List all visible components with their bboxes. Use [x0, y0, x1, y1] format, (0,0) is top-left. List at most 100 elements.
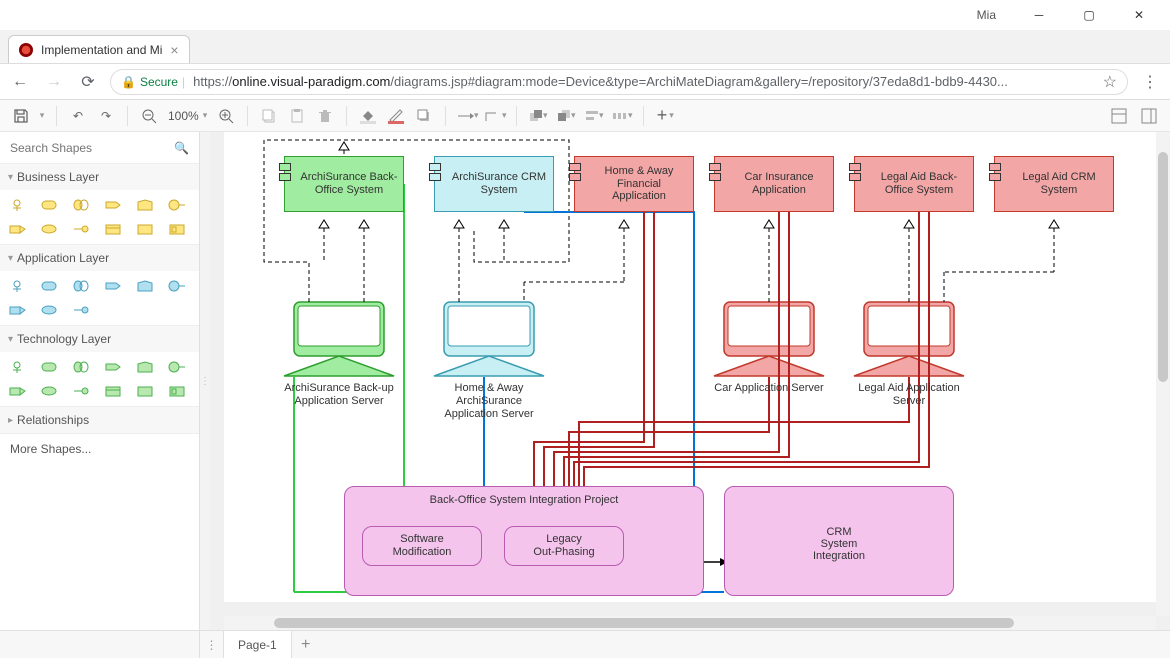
palette-shape[interactable] [104, 222, 122, 236]
page-tab-active[interactable]: Page-1 [224, 631, 292, 658]
undo-button[interactable]: ↶ [65, 103, 91, 129]
palette-shape[interactable] [40, 303, 58, 317]
palette-shape[interactable] [8, 198, 26, 212]
palette-shape[interactable] [168, 198, 186, 212]
redo-button[interactable]: ↷ [93, 103, 119, 129]
palette-shape[interactable] [40, 360, 58, 374]
chevron-down-icon: ▾ [8, 172, 13, 183]
diagram-canvas[interactable]: ArchiSurance Back-Office System ArchiSura… [224, 132, 1170, 602]
nav-reload-button[interactable]: ⟳ [76, 70, 100, 94]
add-page-button[interactable]: + [292, 631, 320, 658]
section-header-technology[interactable]: ▾Technology Layer [0, 326, 199, 352]
delete-button[interactable] [312, 103, 338, 129]
browser-menu-icon[interactable]: ⋮ [1138, 72, 1162, 92]
palette-shape[interactable] [72, 360, 90, 374]
component-archisurance_crm[interactable]: ArchiSurance CRM System [434, 156, 554, 212]
outline-panel-button[interactable] [1136, 103, 1162, 129]
shapes-search[interactable]: 🔍 [0, 132, 199, 164]
save-button[interactable] [8, 103, 34, 129]
palette-shape[interactable] [168, 360, 186, 374]
canvas-container: ArchiSurance Back-Office System ArchiSura… [210, 132, 1170, 630]
zoom-out-button[interactable] [136, 103, 162, 129]
zoom-in-button[interactable] [213, 103, 239, 129]
palette-shape[interactable] [8, 222, 26, 236]
palette-shape[interactable] [168, 222, 186, 236]
palette-shape[interactable] [40, 198, 58, 212]
palette-shape[interactable] [104, 384, 122, 398]
palette-shape[interactable] [8, 303, 26, 317]
line-color-button[interactable] [383, 103, 409, 129]
tab-close-icon[interactable]: × [170, 42, 178, 58]
shapes-search-input[interactable] [10, 141, 168, 155]
palette-shape[interactable] [136, 360, 154, 374]
window-maximize-button[interactable]: ▢ [1066, 0, 1112, 30]
save-dropdown-icon[interactable]: ▾ [36, 103, 48, 129]
paste-button[interactable] [284, 103, 310, 129]
palette-shape[interactable] [72, 303, 90, 317]
palette-shape[interactable] [136, 222, 154, 236]
nav-forward-button[interactable]: → [42, 70, 66, 94]
palette-shape[interactable] [168, 384, 186, 398]
fill-color-button[interactable] [355, 103, 381, 129]
component-car_insurance[interactable]: Car Insurance Application [714, 156, 834, 212]
palette-shape[interactable] [8, 279, 26, 293]
section-header-relationships[interactable]: ▸Relationships [0, 407, 199, 433]
palette-shape[interactable] [136, 198, 154, 212]
format-panel-button[interactable] [1106, 103, 1132, 129]
window-minimize-button[interactable]: ─ [1016, 0, 1062, 30]
browser-tab-strip: Implementation and Mi × [0, 30, 1170, 64]
new-tab-button[interactable] [198, 39, 222, 63]
nav-back-button[interactable]: ← [8, 70, 32, 94]
panel-splitter[interactable]: ⋮ [200, 132, 210, 630]
section-header-business[interactable]: ▾Business Layer [0, 164, 199, 190]
favicon-icon [19, 43, 33, 57]
component-legal_aid_crm[interactable]: Legal Aid CRM System [994, 156, 1114, 212]
bookmark-star-icon[interactable]: ☆ [1103, 72, 1117, 92]
palette-shape[interactable] [168, 279, 186, 293]
copy-button[interactable] [256, 103, 282, 129]
to-front-button[interactable]: ▾ [525, 103, 551, 129]
zoom-level[interactable]: 100%▾ [164, 109, 211, 123]
scrollbar-thumb[interactable] [1158, 152, 1168, 382]
palette-shape[interactable] [40, 384, 58, 398]
horizontal-scrollbar[interactable] [224, 616, 1156, 630]
url-field[interactable]: 🔒 Secure | https://online.visual-paradig… [110, 69, 1128, 95]
page-options-icon[interactable]: ⋮ [200, 631, 224, 658]
palette-shape[interactable] [72, 198, 90, 212]
scrollbar-thumb[interactable] [274, 618, 1014, 628]
component-legal_aid_backoffice[interactable]: Legal Aid Back-Office System [854, 156, 974, 212]
shapes-panel: 🔍 ▾Business Layer ▾Application Layer ▾Te… [0, 132, 200, 630]
palette-shape[interactable] [8, 360, 26, 374]
shadow-button[interactable] [411, 103, 437, 129]
palette-shape[interactable] [104, 279, 122, 293]
palette-shape[interactable] [8, 384, 26, 398]
palette-shape[interactable] [72, 279, 90, 293]
distribute-button[interactable]: ▾ [609, 103, 635, 129]
palette-shape[interactable] [136, 279, 154, 293]
subgroup-legacy_out[interactable]: LegacyOut-Phasing [504, 526, 624, 566]
component-archisurance_backoffice[interactable]: ArchiSurance Back-Office System [284, 156, 404, 212]
to-back-button[interactable]: ▾ [553, 103, 579, 129]
palette-shape[interactable] [136, 384, 154, 398]
palette-shape[interactable] [40, 279, 58, 293]
server-label-home_away_server: Home & Away ArchiSurance Application Ser… [429, 382, 549, 422]
lock-icon: 🔒 [121, 75, 136, 89]
waypoint-button[interactable]: ▾ [482, 103, 508, 129]
section-header-application[interactable]: ▾Application Layer [0, 245, 199, 271]
palette-shape[interactable] [72, 222, 90, 236]
add-button[interactable]: +▾ [652, 103, 678, 129]
browser-tab-active[interactable]: Implementation and Mi × [8, 35, 190, 63]
component-home_away_fin[interactable]: Home & Away Financial Application [574, 156, 694, 212]
subgroup-software_mod[interactable]: SoftwareModification [362, 526, 482, 566]
palette-shape[interactable] [72, 384, 90, 398]
section-technology-layer: ▾Technology Layer [0, 326, 199, 407]
vertical-scrollbar[interactable] [1156, 132, 1170, 616]
palette-shape[interactable] [104, 360, 122, 374]
section-relationships: ▸Relationships [0, 407, 199, 434]
align-button[interactable]: ▾ [581, 103, 607, 129]
window-close-button[interactable]: ✕ [1116, 0, 1162, 30]
palette-shape[interactable] [40, 222, 58, 236]
palette-shape[interactable] [104, 198, 122, 212]
connector-style-button[interactable]: ▾ [454, 103, 480, 129]
more-shapes-link[interactable]: More Shapes... [0, 434, 199, 464]
